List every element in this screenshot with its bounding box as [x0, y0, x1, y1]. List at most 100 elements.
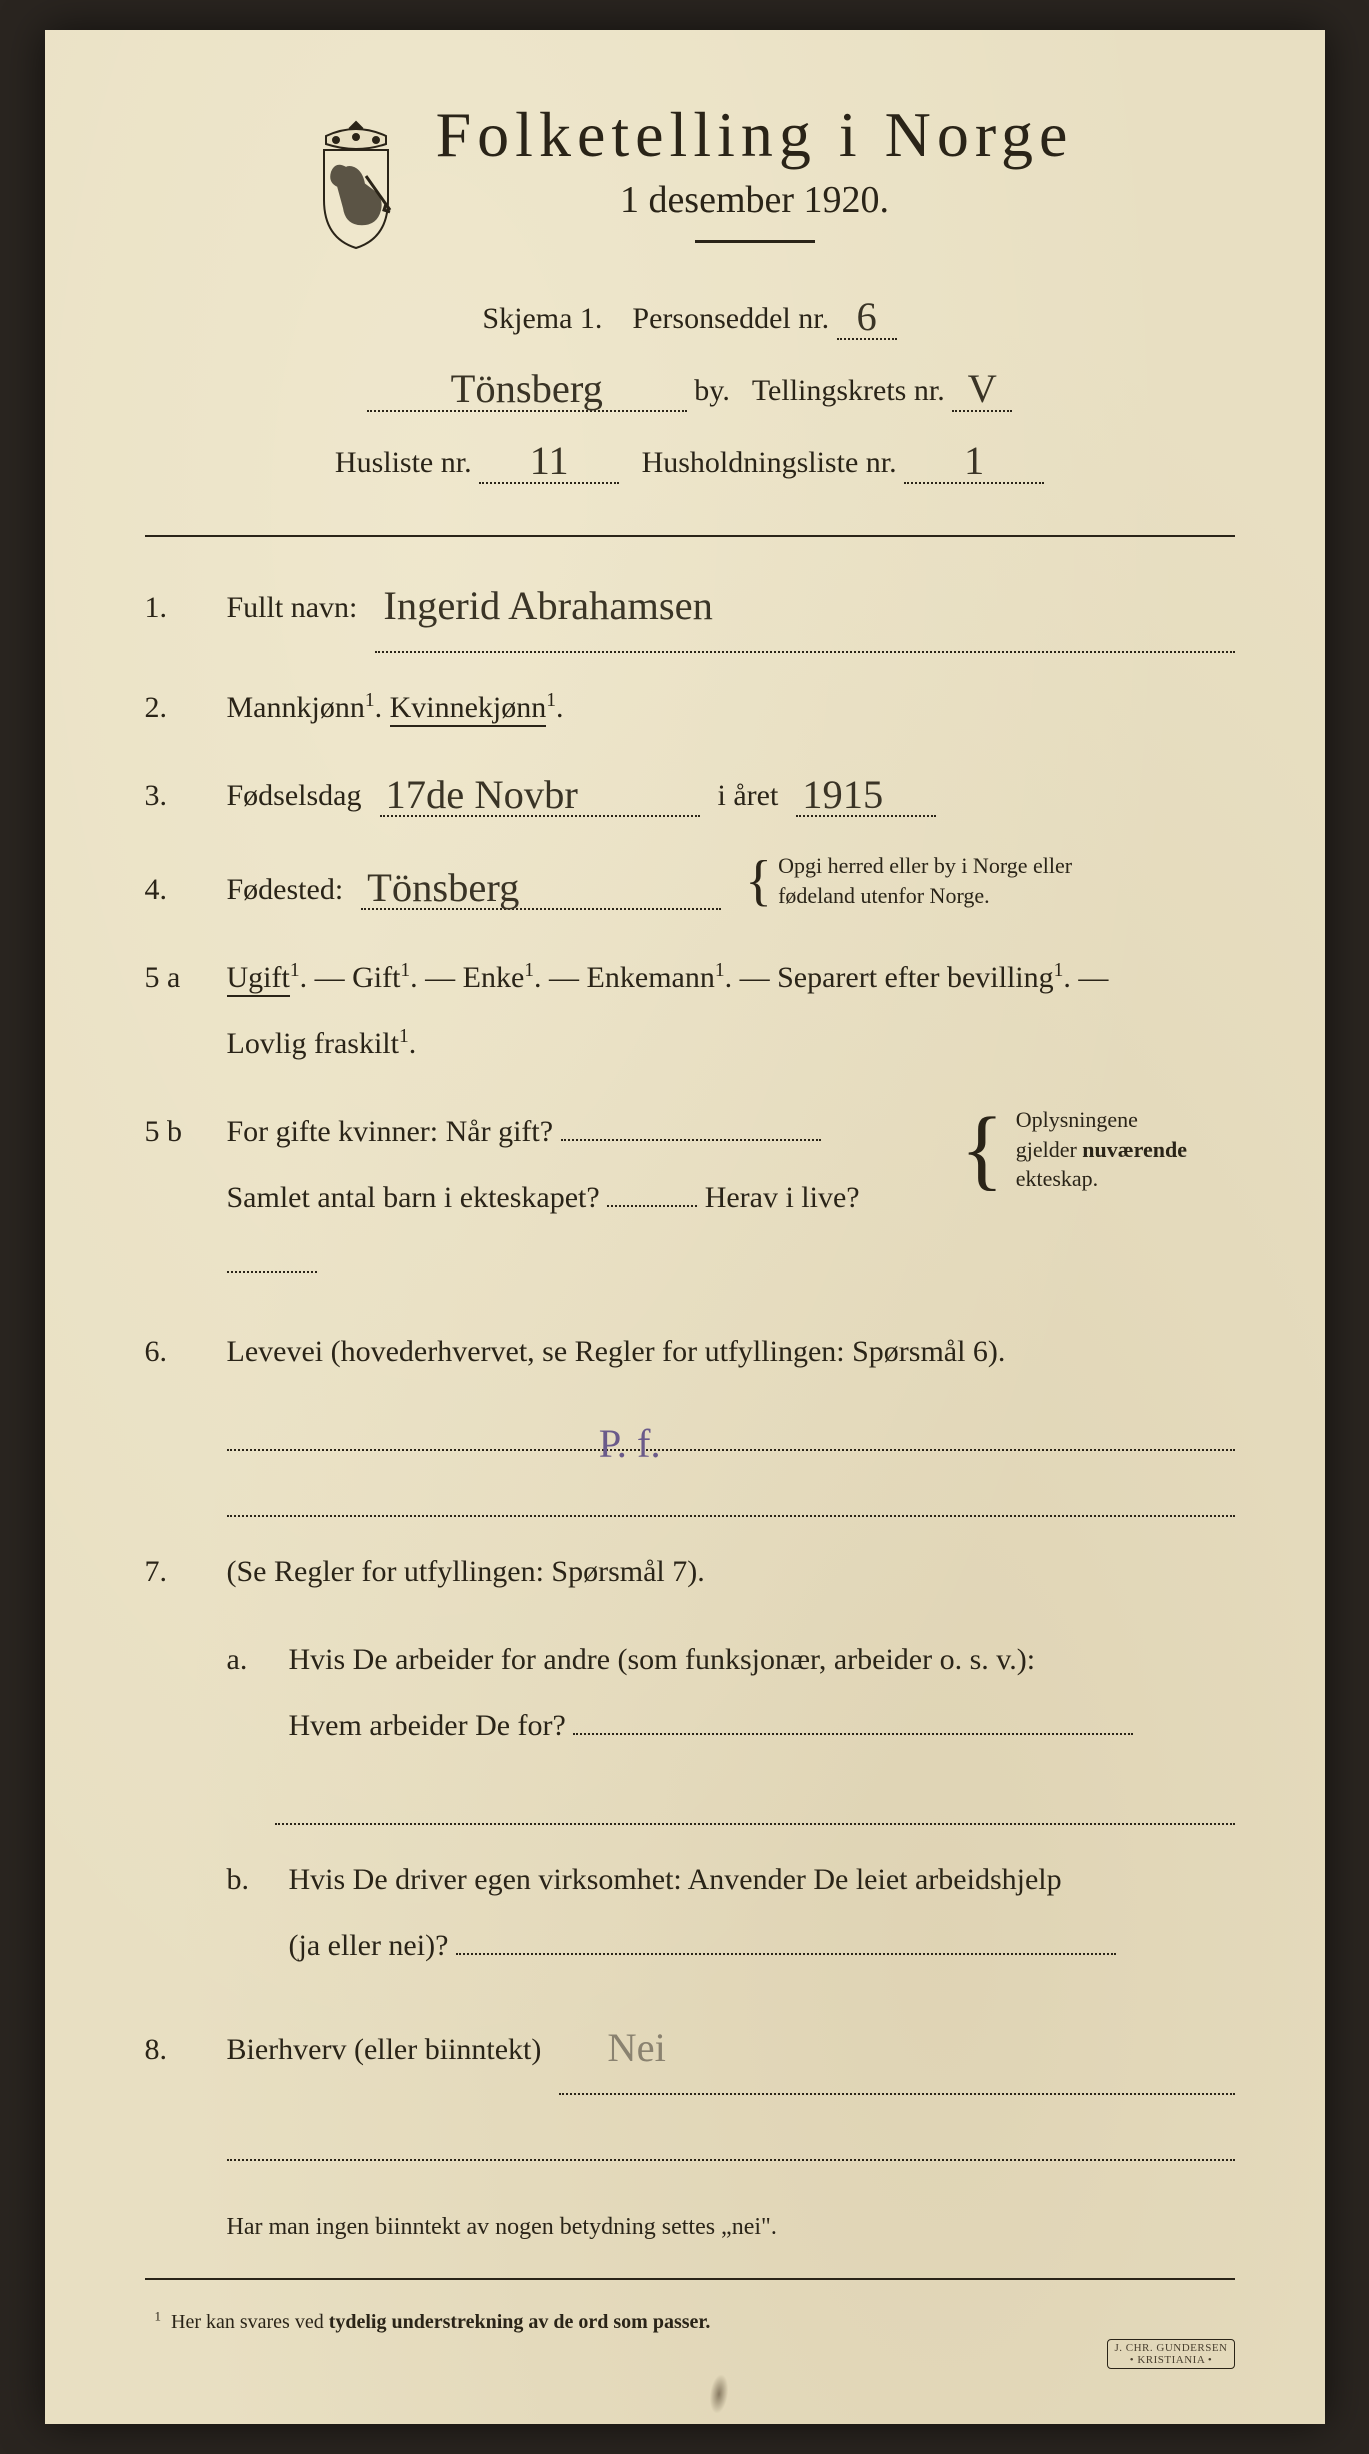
q7-label: (Se Regler for utfyllingen: Spørsmål 7). — [227, 1539, 1235, 1605]
tellingskrets-label: Tellingskrets nr. — [752, 374, 945, 407]
q7b-q: (ja eller nei)? — [289, 1929, 449, 1962]
q3-num: 3. — [145, 763, 209, 829]
q7b-num: b. — [227, 1847, 271, 1913]
q3-year-label: i året — [718, 763, 779, 829]
q5a-fraskilt: Lovlig fraskilt — [227, 1027, 399, 1060]
q5a-num: 5 a — [145, 945, 209, 1011]
q7a-body: Hvis De arbeider for andre (som funksjon… — [289, 1627, 1235, 1759]
q4-value: Tönsberg — [367, 865, 519, 910]
brace-icon: { — [961, 1109, 1004, 1190]
q5a-enkemann: Enkemann — [587, 961, 715, 994]
footnote-rule — [145, 2278, 1235, 2280]
q8-field: Nei — [559, 2001, 1234, 2095]
personseddel-label: Personseddel nr. — [632, 302, 829, 335]
q2-male: Mannkjønn — [227, 691, 365, 724]
q3-label: Fødselsdag — [227, 763, 362, 829]
q5a-ugift: Ugift — [227, 961, 290, 997]
q5a-enke: Enke — [463, 961, 525, 994]
q5b-l2-field1 — [607, 1203, 697, 1207]
q5b-l1-label: For gifte kvinner: Når gift? — [227, 1115, 554, 1148]
question-7b: b. Hvis De driver egen virksomhet: Anven… — [227, 1847, 1235, 1979]
husliste-nr: 11 — [530, 438, 569, 483]
smudge-mark — [707, 2373, 730, 2415]
q6-field-1: P. f. — [227, 1403, 1235, 1451]
census-form-page: Folketelling i Norge 1 desember 1920. Sk… — [45, 30, 1325, 2424]
q4-note: Opgi herred eller by i Norge eller fødel… — [778, 851, 1078, 910]
husholdning-field: 1 — [904, 439, 1044, 484]
by-label: by. — [694, 374, 730, 407]
q7b-text: Hvis De driver egen virksomhet: Anvender… — [289, 1863, 1062, 1896]
q7b-field — [456, 1951, 1116, 1955]
meta-line-2: Tönsberg by. Tellingskrets nr. V — [145, 355, 1235, 427]
q1-value: Ingerid Abrahamsen — [383, 583, 713, 628]
husliste-label: Husliste nr. — [335, 446, 472, 479]
q7a-num: a. — [227, 1627, 271, 1693]
q5b-num: 5 b — [145, 1099, 209, 1165]
question-8: 8. Bierhverv (eller biinntekt) Nei — [145, 2001, 1235, 2095]
header: Folketelling i Norge 1 desember 1920. — [145, 100, 1235, 273]
city-value: Tönsberg — [451, 366, 603, 411]
q5a-separert: Separert efter bevilling — [777, 961, 1054, 994]
q7a-q: Hvem arbeider De for? — [289, 1709, 566, 1742]
question-5b: 5 b For gifte kvinner: Når gift? Samlet … — [145, 1099, 1235, 1297]
footer-hint: Har man ingen biinntekt av nogen betydni… — [227, 2201, 1235, 2254]
q8-label: Bierhverv (eller biinntekt) — [227, 2017, 542, 2083]
census-date: 1 desember 1920. — [436, 178, 1074, 222]
q8-value: Nei — [607, 2025, 665, 2070]
q7b-body: Hvis De driver egen virksomhet: Anvender… — [289, 1847, 1235, 1979]
q1-label: Fullt navn: — [227, 575, 358, 641]
q3-day: 17de Novbr — [386, 772, 578, 817]
brace-icon: { — [745, 856, 772, 906]
form-meta: Skjema 1. Personseddel nr. 6 Tönsberg by… — [145, 283, 1235, 499]
question-3: 3. Fødselsdag 17de Novbr i året 1915 — [145, 763, 1235, 829]
city-field: Tönsberg — [367, 367, 687, 412]
q7a-field-2 — [275, 1777, 1235, 1825]
q4-num: 4. — [145, 857, 209, 923]
q3-year: 1915 — [802, 772, 883, 817]
question-7: 7. (Se Regler for utfyllingen: Spørsmål … — [145, 1539, 1235, 1605]
form-content: 1. Fullt navn: Ingerid Abrahamsen 2. Man… — [145, 559, 1235, 2343]
q5b-side-note: Oplysningene gjelder nuværende ekteskap. — [1016, 1105, 1187, 1194]
q8-num: 8. — [145, 2017, 209, 2083]
printer-mark: J. CHR. GUNDERSEN • KRISTIANIA • — [1107, 2339, 1234, 2369]
q8-field-2 — [227, 2113, 1235, 2161]
q4-note-block: { Opgi herred eller by i Norge eller fød… — [739, 851, 1078, 910]
meta-line-3: Husliste nr. 11 Husholdningsliste nr. 1 — [145, 427, 1235, 499]
q2-body: Mannkjønn1. Kvinnekjønn1. — [227, 675, 1235, 741]
q4-field: Tönsberg — [361, 866, 721, 911]
q4-label: Fødested: — [227, 857, 344, 923]
personseddel-nr: 6 — [856, 294, 876, 339]
q6-field-2 — [227, 1469, 1235, 1517]
q5b-l2-label2: Herav i live? — [705, 1181, 860, 1214]
q1-num: 1. — [145, 575, 209, 641]
q1-field: Ingerid Abrahamsen — [375, 559, 1234, 653]
footnote: 1 Her kan svares ved tydelig understrekn… — [145, 2300, 1235, 2344]
question-1: 1. Fullt navn: Ingerid Abrahamsen — [145, 559, 1235, 653]
title-block: Folketelling i Norge 1 desember 1920. — [436, 100, 1074, 273]
q5b-l2-field2 — [227, 1269, 317, 1273]
husholdning-label: Husholdningsliste nr. — [642, 446, 897, 479]
q6-num: 6. — [145, 1319, 209, 1385]
personseddel-nr-field: 6 — [837, 295, 897, 340]
husholdning-nr: 1 — [964, 438, 984, 483]
q7a-text: Hvis De arbeider for andre (som funksjon… — [289, 1643, 1036, 1676]
question-5a: 5 a Ugift1. — Gift1. — Enke1. — Enkemann… — [145, 945, 1235, 1077]
tellingskrets-field: V — [952, 367, 1012, 412]
coat-of-arms-icon — [306, 120, 406, 250]
question-2: 2. Mannkjønn1. Kvinnekjønn1. — [145, 675, 1235, 741]
q5b-l1-field — [561, 1137, 821, 1141]
question-7a: a. Hvis De arbeider for andre (som funks… — [227, 1627, 1235, 1759]
q7a-field — [573, 1731, 1133, 1735]
husliste-field: 11 — [479, 439, 619, 484]
q2-num: 2. — [145, 675, 209, 741]
q5a-gift: Gift — [352, 961, 400, 994]
q6-label: Levevei (hovederhvervet, se Regler for u… — [227, 1319, 1235, 1385]
q3-year-field: 1915 — [796, 772, 936, 817]
q5b-side-note-block: { Oplysningene gjelder nuværende ekteska… — [955, 1105, 1245, 1194]
q5a-body: Ugift1. — Gift1. — Enke1. — Enkemann1. —… — [227, 945, 1235, 1077]
q5b-l2-label: Samlet antal barn i ekteskapet? — [227, 1181, 600, 1214]
question-6: 6. Levevei (hovederhvervet, se Regler fo… — [145, 1319, 1235, 1385]
meta-line-1: Skjema 1. Personseddel nr. 6 — [145, 283, 1235, 355]
main-title: Folketelling i Norge — [436, 100, 1074, 170]
skjema-label: Skjema 1. — [482, 302, 602, 335]
